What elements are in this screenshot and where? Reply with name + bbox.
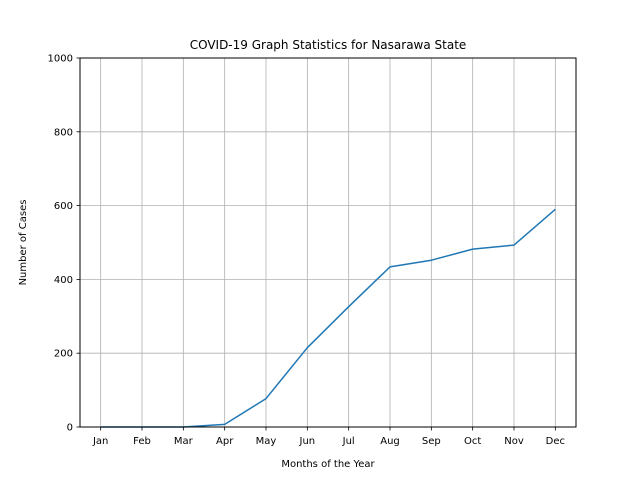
grid-lines [80, 58, 576, 427]
x-tick-label: Oct [464, 436, 481, 447]
x-tick-label: Mar [174, 436, 194, 447]
y-axis-ticks: 0 200 400 600 800 1000 [48, 54, 80, 434]
x-axis-ticks: Jan Feb Mar Apr May Jun Jul Aug Sep Oct Nov Dec [92, 427, 565, 447]
y-tick-label: 1000 [48, 54, 73, 65]
x-tick-label: Apr [216, 436, 234, 447]
x-tick-label: Sep [422, 436, 441, 447]
x-tick-label: May [256, 436, 277, 447]
x-tick-label: Jan [92, 436, 108, 447]
chart-title: COVID-19 Graph Statistics for Nasarawa S… [190, 38, 467, 52]
x-tick-label: Jul [342, 436, 355, 447]
x-tick-label: Jun [299, 436, 316, 447]
y-tick-label: 400 [54, 275, 73, 286]
y-tick-label: 200 [54, 349, 73, 360]
y-tick-label: 0 [67, 423, 73, 434]
x-tick-label: Nov [504, 436, 524, 447]
x-tick-label: Feb [133, 436, 151, 447]
x-axis-label: Months of the Year [281, 459, 375, 470]
plot-frame [79, 57, 577, 428]
x-tick-label: Dec [546, 436, 565, 447]
x-tick-label: Aug [380, 436, 400, 447]
y-tick-label: 600 [54, 201, 73, 212]
y-axis-label: Number of Cases [18, 200, 29, 286]
y-tick-label: 800 [54, 127, 73, 138]
